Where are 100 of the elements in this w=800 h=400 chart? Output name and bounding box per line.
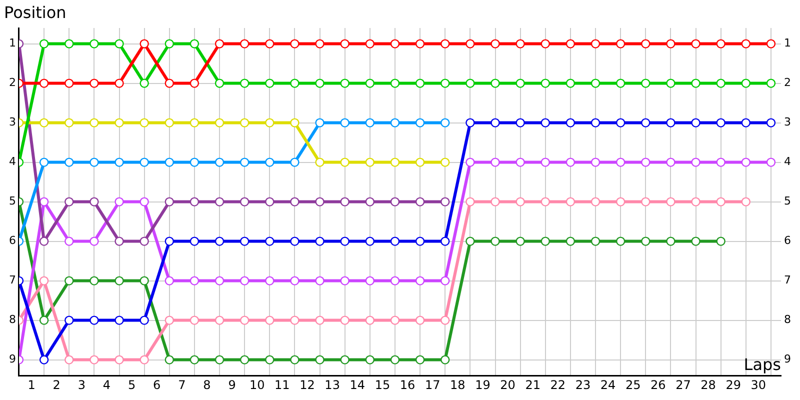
point [390, 197, 400, 206]
point [90, 355, 99, 364]
point [365, 118, 375, 128]
point [741, 39, 751, 48]
point [265, 39, 274, 48]
point [716, 39, 726, 48]
point [440, 355, 450, 364]
point [490, 39, 500, 48]
x-tick-label: 29 [726, 378, 742, 392]
point [566, 197, 576, 206]
x-tick-label: 11 [274, 378, 290, 392]
x-tick-label: 22 [550, 378, 566, 392]
x-tick-label: 14 [350, 378, 366, 392]
x-tick-label: 28 [700, 378, 716, 392]
point [39, 236, 49, 246]
point [340, 158, 350, 167]
point [315, 197, 324, 206]
point [90, 118, 99, 128]
point [290, 355, 300, 364]
point [641, 118, 650, 128]
point [716, 236, 726, 246]
point [415, 78, 425, 88]
point [666, 197, 676, 206]
point [616, 236, 626, 246]
point [140, 78, 149, 88]
x-tick-label: 4 [102, 378, 111, 392]
point [64, 276, 74, 286]
point [516, 39, 525, 48]
point [340, 276, 350, 286]
point [265, 197, 274, 206]
point [265, 118, 274, 128]
point [641, 78, 650, 88]
y-tick-label: 8 [9, 313, 16, 326]
point [240, 78, 250, 88]
y2-tick-label: 3 [784, 116, 791, 129]
point [566, 118, 576, 128]
point [214, 118, 224, 128]
point [190, 276, 200, 286]
point [415, 276, 425, 286]
point [616, 197, 626, 206]
point [641, 158, 650, 167]
point [741, 78, 751, 88]
point [666, 39, 676, 48]
point [164, 158, 174, 167]
point [766, 39, 776, 48]
point [766, 158, 776, 167]
y2-tick-label: 4 [784, 155, 791, 168]
point [64, 355, 74, 364]
point [290, 236, 300, 246]
x-tick-label: 3 [78, 378, 86, 392]
point [140, 39, 149, 48]
point [39, 78, 49, 88]
point [390, 39, 400, 48]
point [340, 118, 350, 128]
point [540, 236, 550, 246]
point [440, 78, 450, 88]
point [214, 78, 224, 88]
point [440, 158, 450, 167]
y2-tick-label: 6 [784, 234, 791, 248]
point [240, 158, 250, 167]
point [190, 316, 200, 325]
point [415, 158, 425, 167]
point [114, 158, 124, 167]
point [39, 276, 49, 286]
point [190, 118, 200, 128]
point [415, 118, 425, 128]
point [415, 197, 425, 206]
point [290, 39, 300, 48]
point [390, 158, 400, 167]
y-tick-label: 7 [9, 274, 16, 287]
point [64, 78, 74, 88]
x-tick-label: 10 [249, 378, 265, 392]
point [466, 236, 475, 246]
point [566, 39, 576, 48]
point [39, 118, 49, 128]
x-tick-label: 13 [324, 378, 340, 392]
point [616, 158, 626, 167]
point [90, 316, 99, 325]
point [214, 276, 224, 286]
point [90, 276, 99, 286]
point [114, 39, 124, 48]
point [390, 316, 400, 325]
y-tick-label: 5 [9, 194, 16, 208]
point [365, 197, 375, 206]
point [315, 236, 324, 246]
point [265, 355, 274, 364]
point [666, 236, 676, 246]
point [540, 39, 550, 48]
x-tick-label: 1 [28, 378, 36, 392]
point [315, 118, 324, 128]
point [691, 118, 700, 128]
x-tick-label: 6 [153, 378, 161, 392]
x-tick-label: 15 [374, 378, 390, 392]
point [90, 158, 99, 167]
point [365, 316, 375, 325]
point [390, 236, 400, 246]
point [466, 39, 475, 48]
point [516, 78, 525, 88]
point [590, 158, 600, 167]
point [516, 158, 525, 167]
